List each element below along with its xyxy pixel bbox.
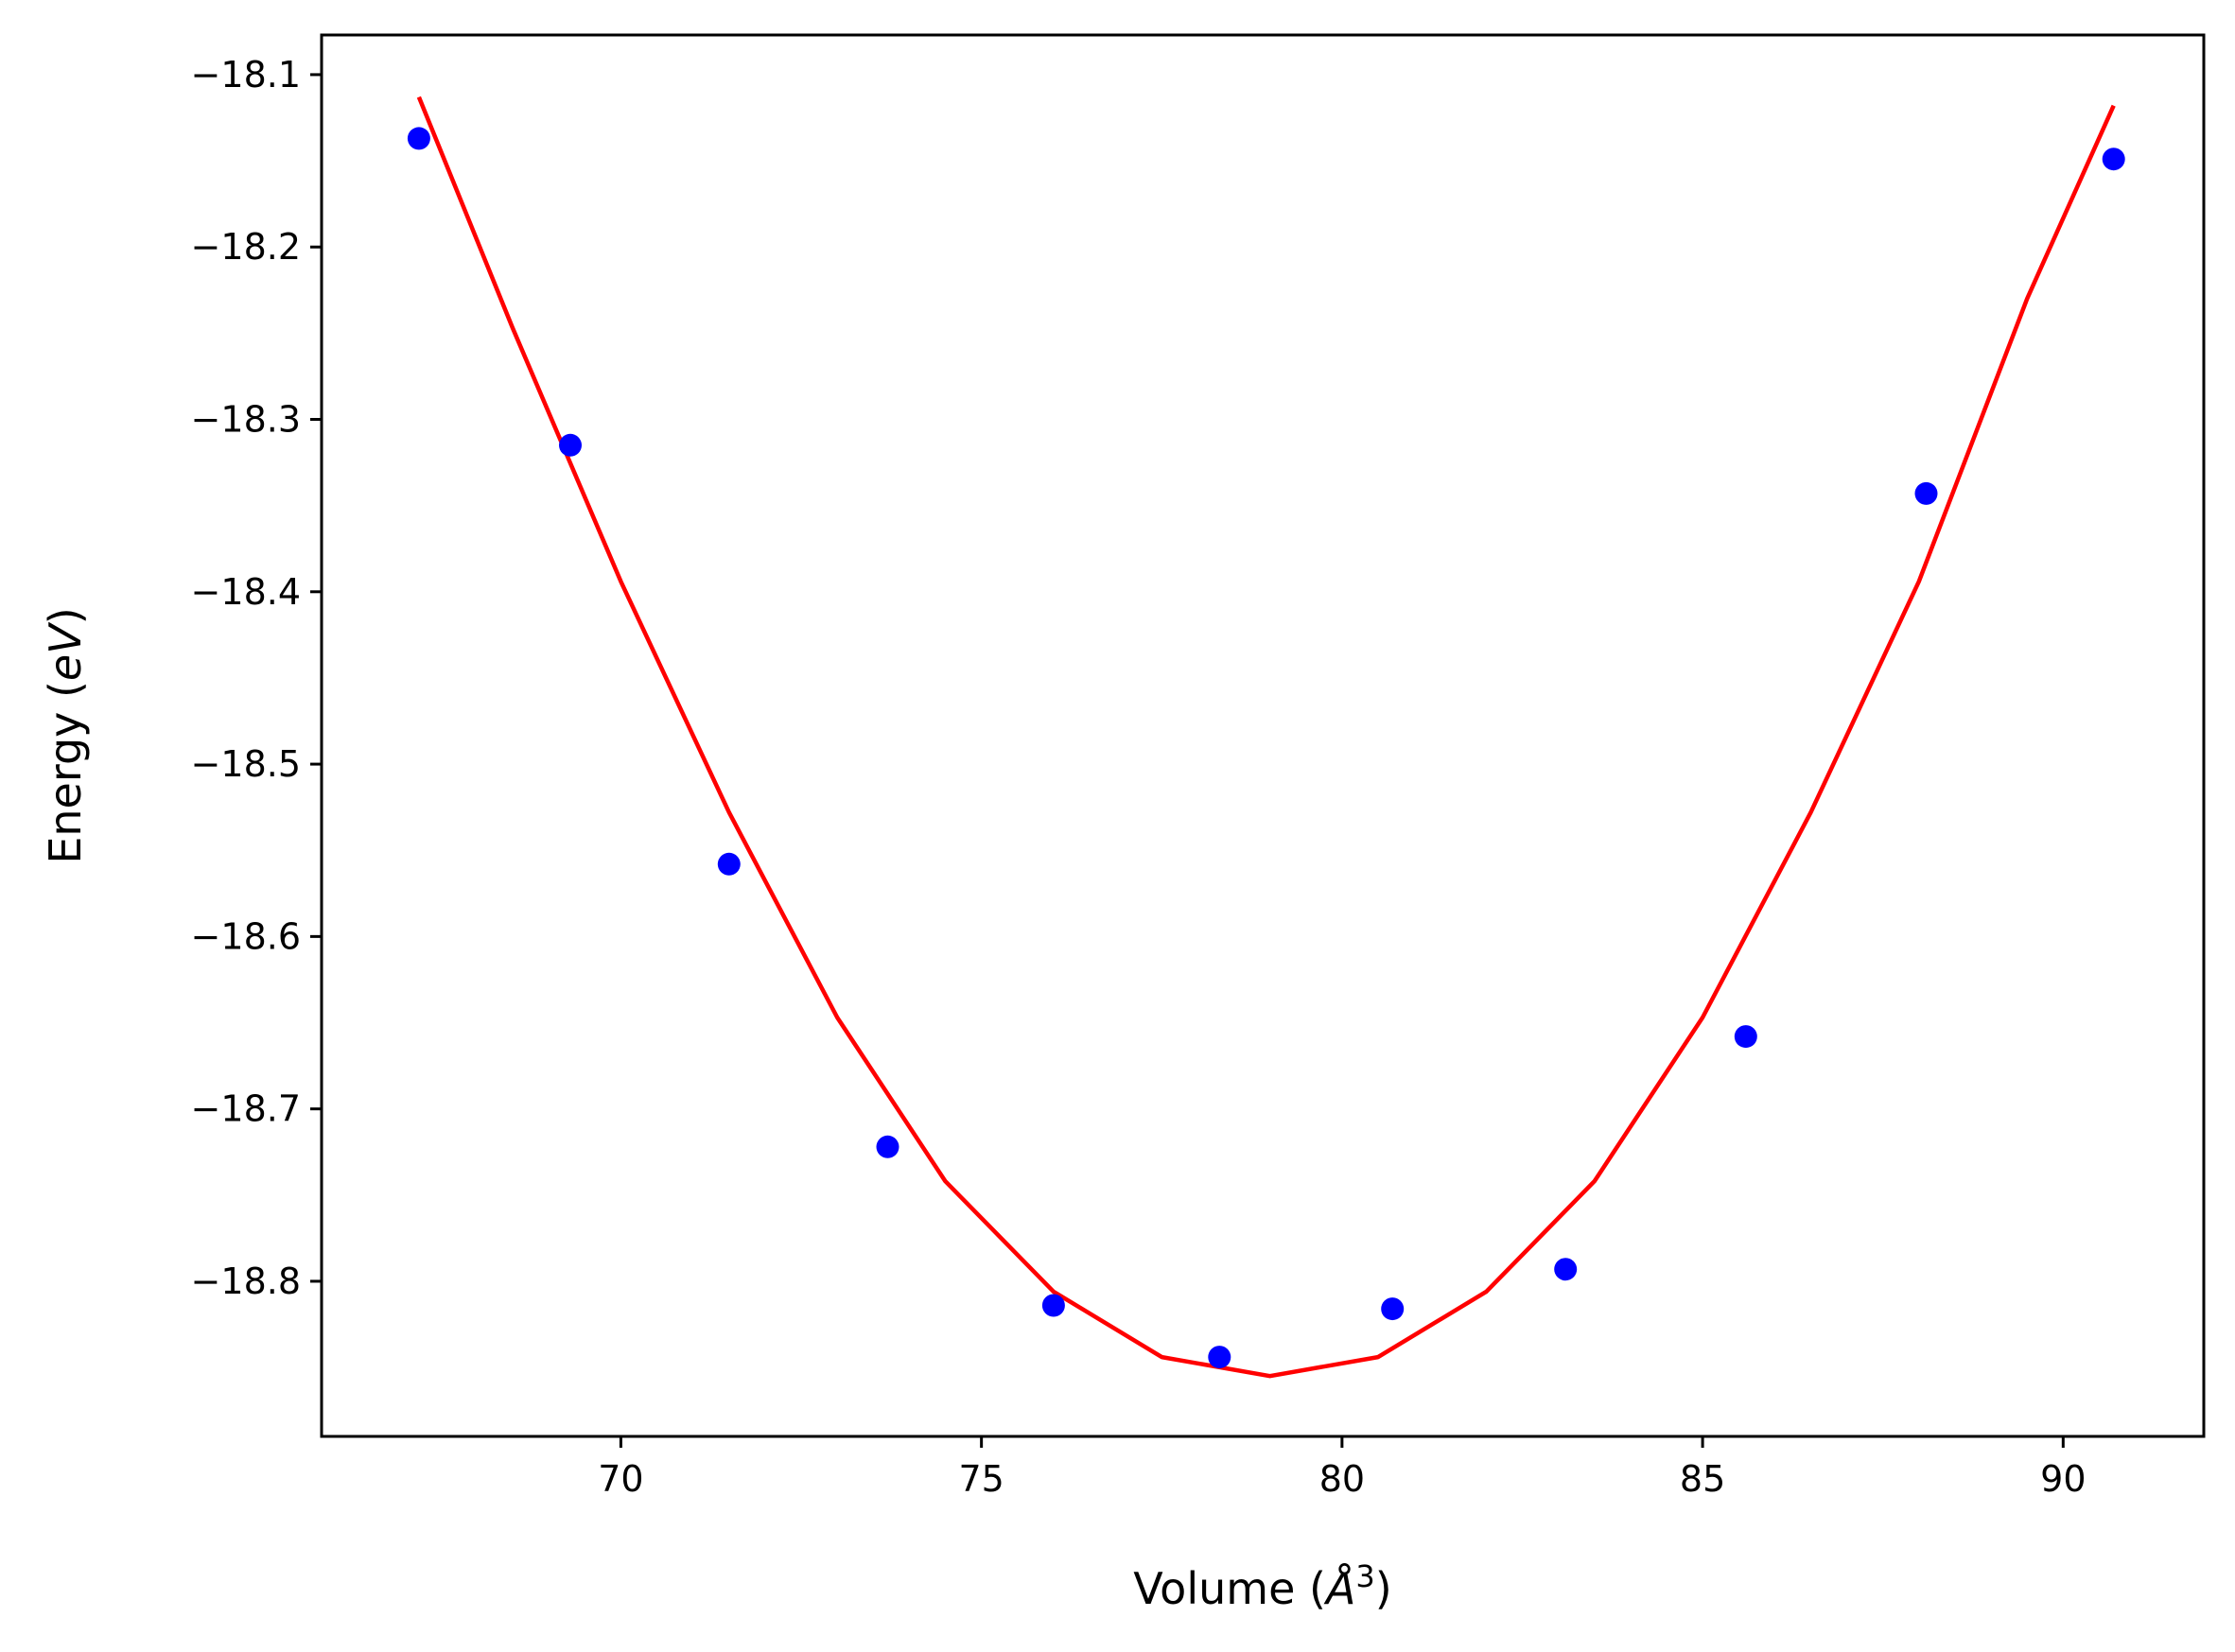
y-tick-label: −18.1	[191, 54, 301, 96]
data-point	[1734, 1025, 1757, 1049]
y-tick-label: −18.6	[191, 915, 301, 957]
data-point	[559, 433, 582, 457]
data-points	[407, 127, 2125, 1369]
x-axis-label: Volume (Å3)	[1133, 1558, 1391, 1614]
fit-curve-line	[416, 96, 2116, 1379]
x-tick-label: 85	[1680, 1458, 1725, 1500]
y-tick-label: −18.8	[191, 1261, 301, 1302]
data-point	[1554, 1258, 1578, 1281]
data-point	[2102, 148, 2125, 171]
x-tick-label: 70	[598, 1458, 643, 1500]
y-tick-label: −18.4	[191, 571, 301, 613]
y-tick-label: −18.7	[191, 1088, 301, 1130]
x-tick-label: 90	[2040, 1458, 2086, 1500]
y-tick-label: −18.5	[191, 743, 301, 785]
x-axis: 70 75 80 85 90	[598, 1436, 2087, 1500]
axes-frame	[320, 33, 2206, 1438]
data-point	[1208, 1346, 1231, 1369]
data-point	[1041, 1294, 1065, 1317]
x-tick-label: 80	[1319, 1458, 1365, 1500]
data-point	[876, 1135, 899, 1158]
data-point	[407, 127, 430, 150]
y-axis-label: Energy (eV)	[40, 607, 91, 863]
data-point	[717, 852, 741, 876]
x-tick-label: 75	[958, 1458, 1004, 1500]
y-tick-label: −18.2	[191, 226, 301, 268]
y-tick-label: −18.3	[191, 399, 301, 441]
data-point	[1914, 481, 1938, 505]
plot-area	[416, 96, 2116, 1379]
data-point	[1381, 1297, 1405, 1321]
y-axis: −18.1 −18.2 −18.3 −18.4 −18.5 −18.6 −18.7 −18.8	[191, 54, 322, 1302]
